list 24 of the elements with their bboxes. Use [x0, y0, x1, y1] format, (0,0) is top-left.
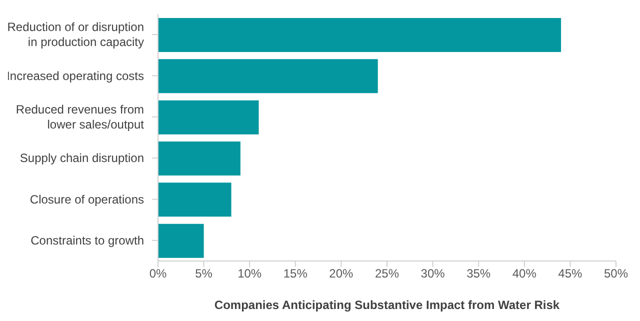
bar: [158, 224, 204, 258]
x-tick-label: 20%: [329, 266, 354, 281]
x-tick-label: 10%: [238, 266, 262, 281]
y-tick-label: Supply chain disruption: [20, 151, 144, 166]
x-tick-label: 35%: [466, 266, 491, 281]
x-axis-title: Companies Anticipating Substantive Impact from Water Risk: [214, 298, 560, 312]
y-tick-label: Reduced revenues from lower sales/output: [16, 102, 145, 132]
x-tick-label: 25%: [374, 266, 400, 281]
y-tick-label: Constraints to growth: [30, 233, 144, 248]
y-tick-label: Reduction of or disruption in production capacity: [7, 20, 144, 50]
x-tick-label: 15%: [283, 266, 308, 281]
x-tick-label: 5%: [195, 266, 213, 281]
bar: [158, 59, 378, 94]
bar: [158, 100, 259, 134]
x-tick-label: 50%: [604, 266, 628, 281]
x-tick-label: 40%: [512, 266, 537, 281]
bar: [158, 142, 240, 176]
bar: [158, 18, 562, 52]
x-tick-label: 45%: [558, 266, 583, 281]
x-tick-label: 0%: [149, 266, 167, 281]
bar: [158, 182, 232, 217]
y-tick-label: Closure of operations: [30, 192, 144, 206]
y-tick-label: Increased operating costs: [6, 68, 144, 83]
x-tick-label: 30%: [420, 266, 446, 281]
